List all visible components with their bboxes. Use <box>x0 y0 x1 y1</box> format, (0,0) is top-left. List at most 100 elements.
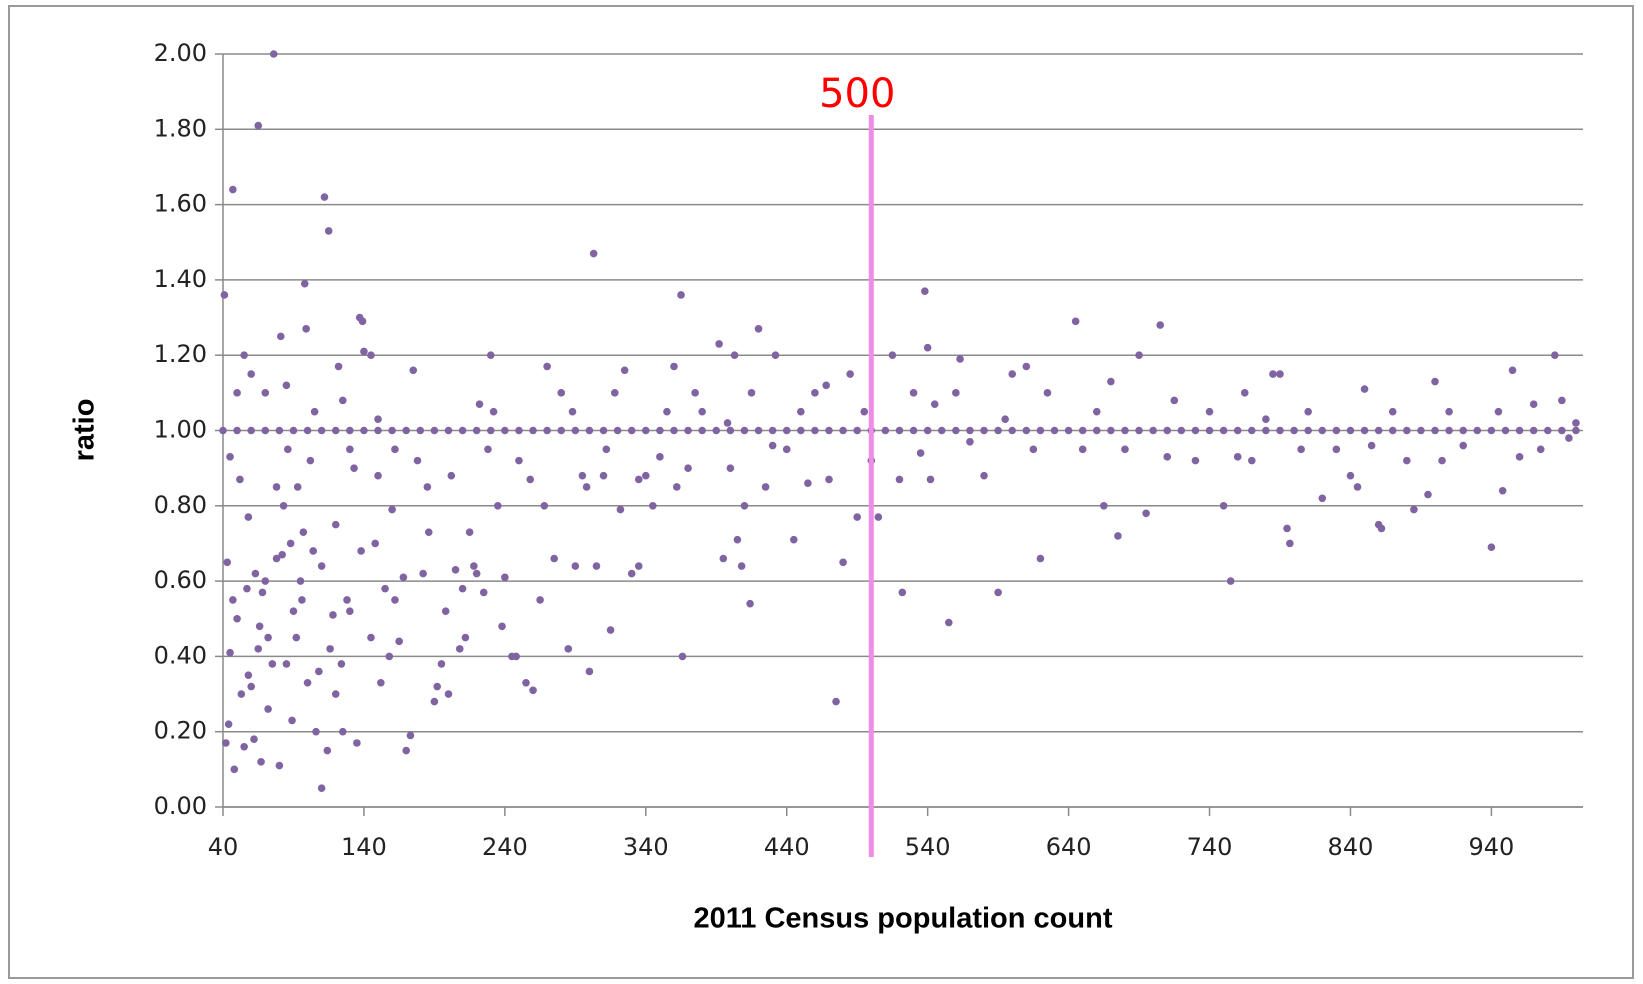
point <box>1008 370 1017 378</box>
point <box>388 505 396 514</box>
point <box>1269 370 1277 378</box>
point <box>1022 362 1031 371</box>
point <box>715 340 723 348</box>
y-tick-label: 0.20 <box>154 717 207 745</box>
point <box>337 660 346 668</box>
point <box>244 671 253 680</box>
point <box>1388 426 1397 435</box>
point <box>1283 524 1291 533</box>
point <box>952 389 960 397</box>
point <box>276 332 285 341</box>
point <box>346 607 354 616</box>
y-tick-label: 1.60 <box>154 190 207 218</box>
point <box>874 513 883 521</box>
point <box>360 347 368 356</box>
point <box>1515 426 1524 435</box>
point <box>240 351 248 360</box>
point <box>310 407 319 416</box>
point <box>486 351 495 360</box>
point <box>895 475 904 484</box>
point <box>684 426 692 435</box>
point <box>268 660 277 668</box>
point <box>1107 426 1115 435</box>
point <box>730 351 739 360</box>
point <box>261 577 270 585</box>
point <box>1353 483 1362 491</box>
point <box>240 742 248 751</box>
point <box>956 355 964 363</box>
point <box>374 415 382 424</box>
point <box>1064 426 1073 435</box>
point <box>1262 415 1270 424</box>
x-tick-label: 440 <box>764 833 810 861</box>
point <box>1424 490 1432 499</box>
point <box>540 502 549 510</box>
point <box>444 426 453 435</box>
point <box>300 279 309 288</box>
point <box>255 622 264 631</box>
point <box>909 426 918 435</box>
point <box>1558 396 1566 405</box>
point <box>825 475 833 484</box>
point <box>416 426 425 435</box>
point <box>331 520 340 529</box>
point <box>346 445 354 454</box>
point <box>1374 426 1383 435</box>
point <box>754 426 763 435</box>
point <box>761 483 770 491</box>
point <box>229 596 237 604</box>
point <box>275 426 284 435</box>
point <box>529 686 537 695</box>
point <box>719 554 728 563</box>
point <box>413 456 422 465</box>
point <box>286 539 295 548</box>
point <box>945 618 953 627</box>
point <box>937 426 946 435</box>
point <box>980 471 988 480</box>
point <box>224 720 233 728</box>
point <box>860 407 869 416</box>
point <box>1142 509 1150 518</box>
point <box>1163 426 1172 435</box>
point <box>1377 524 1386 533</box>
point <box>346 426 354 435</box>
point <box>737 562 746 570</box>
point <box>1515 453 1524 461</box>
point <box>433 682 442 691</box>
point <box>278 550 286 559</box>
point <box>220 291 229 299</box>
point <box>279 502 288 510</box>
point <box>1403 426 1411 435</box>
point <box>1431 426 1439 435</box>
point <box>1487 426 1496 435</box>
point <box>740 426 749 435</box>
point <box>746 599 754 608</box>
point <box>585 667 594 676</box>
point <box>797 426 805 435</box>
point <box>550 554 558 563</box>
point <box>1332 426 1341 435</box>
point <box>804 479 812 488</box>
point <box>1170 396 1179 405</box>
point <box>486 426 495 435</box>
point <box>458 426 467 435</box>
point <box>1276 370 1284 378</box>
point <box>966 426 974 435</box>
point <box>1318 426 1327 435</box>
point <box>585 426 594 435</box>
point <box>498 622 506 631</box>
point <box>312 727 320 736</box>
point <box>670 426 678 435</box>
point <box>726 464 735 472</box>
x-tick-label: 140 <box>341 833 387 861</box>
point <box>677 291 685 299</box>
point <box>916 449 925 457</box>
point <box>219 426 227 435</box>
point <box>1572 426 1580 435</box>
point <box>430 426 439 435</box>
point <box>909 389 918 397</box>
point <box>226 648 234 657</box>
point <box>627 426 636 435</box>
point <box>1092 426 1101 435</box>
point <box>1092 407 1101 416</box>
